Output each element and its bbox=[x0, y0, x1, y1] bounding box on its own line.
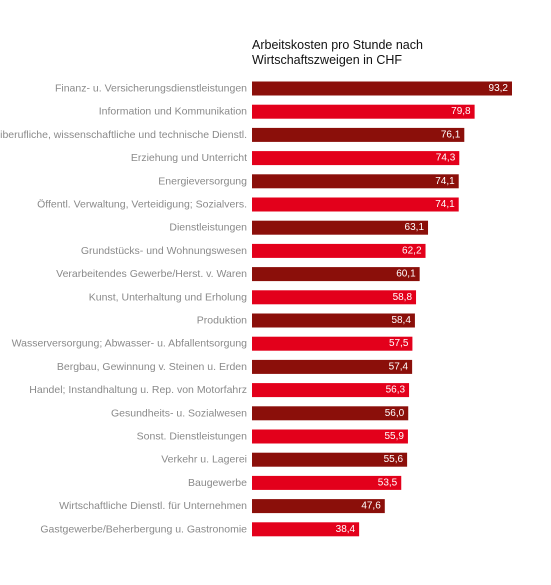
bar-row: Grundstücks- und Wohnungswesen 62,2 bbox=[81, 243, 426, 258]
category-label: Wirtschaftliche Dienstl. für Unternehmen bbox=[59, 500, 247, 512]
value-label: 53,5 bbox=[378, 477, 398, 488]
category-label: Wasserversorgung; Abwasser- u. Abfallent… bbox=[12, 338, 248, 350]
bar bbox=[252, 127, 465, 142]
bar-row: Öffentl. Verwaltung, Verteidigung; Sozia… bbox=[37, 197, 459, 212]
category-label: Gastgewerbe/Beherbergung u. Gastronomie bbox=[40, 523, 247, 535]
category-label: Handel; Instandhaltung u. Rep. von Motor… bbox=[29, 384, 247, 396]
bar-row: Freiberufliche, wissenschaftliche und te… bbox=[0, 127, 465, 142]
value-label: 60,1 bbox=[396, 269, 416, 280]
value-label: 93,2 bbox=[489, 83, 509, 94]
value-label: 58,4 bbox=[391, 315, 411, 326]
category-label: Sonst. Dienstleistungen bbox=[137, 431, 247, 443]
bar-row: Kunst, Unterhaltung und Erholung 58,8 bbox=[89, 290, 417, 305]
value-label: 57,5 bbox=[389, 338, 409, 349]
category-label: Öffentl. Verwaltung, Verteidigung; Sozia… bbox=[37, 199, 247, 211]
bar-row: Gesundheits- u. Sozialwesen 56,0 bbox=[111, 406, 409, 421]
value-label: 79,8 bbox=[451, 106, 471, 117]
bar bbox=[252, 406, 409, 421]
bar bbox=[252, 151, 460, 166]
bar bbox=[252, 243, 426, 258]
category-label: Kunst, Unterhaltung und Erholung bbox=[89, 291, 247, 303]
bar bbox=[252, 336, 413, 351]
category-label: Verkehr u. Lagerei bbox=[161, 454, 247, 466]
bar-row: Gastgewerbe/Beherbergung u. Gastronomie 3… bbox=[40, 522, 360, 537]
bar bbox=[252, 197, 459, 212]
bar-row: Verkehr u. Lagerei 55,6 bbox=[161, 452, 408, 467]
category-label: Finanz- u. Versicherungsdienstleistungen bbox=[55, 83, 247, 95]
bar bbox=[252, 290, 417, 305]
category-label: Erziehung und Unterricht bbox=[131, 152, 247, 164]
bar bbox=[252, 220, 429, 235]
bar bbox=[252, 174, 459, 189]
category-label: Bergbau, Gewinnung v. Steinen u. Erden bbox=[57, 361, 247, 373]
bar bbox=[252, 452, 408, 467]
value-label: 74,1 bbox=[435, 199, 455, 210]
category-label: Energieversorgung bbox=[158, 175, 247, 187]
bar bbox=[252, 81, 512, 96]
category-label: Freiberufliche, wissenschaftliche und te… bbox=[0, 129, 247, 141]
bar-row: Handel; Instandhaltung u. Rep. von Motor… bbox=[29, 383, 410, 398]
bar bbox=[252, 267, 420, 282]
bar bbox=[252, 383, 410, 398]
chart-title-line-2: Wirtschaftszweigen in CHF bbox=[252, 53, 403, 67]
bar bbox=[252, 104, 475, 119]
value-label: 62,2 bbox=[402, 245, 422, 256]
bar-row: Wirtschaftliche Dienstl. für Unternehmen… bbox=[59, 499, 385, 514]
category-label: Gesundheits- u. Sozialwesen bbox=[111, 407, 247, 419]
bar bbox=[252, 522, 360, 537]
bar-row: Produktion 58,4 bbox=[197, 313, 415, 328]
value-label: 47,6 bbox=[361, 501, 381, 512]
category-label: Information und Kommunikation bbox=[99, 106, 247, 118]
bar bbox=[252, 313, 415, 328]
bar bbox=[252, 429, 408, 444]
value-label: 63,1 bbox=[405, 222, 425, 233]
category-label: Verarbeitendes Gewerbe/Herst. v. Waren bbox=[56, 268, 247, 280]
category-label: Produktion bbox=[197, 315, 247, 327]
bars-group: Finanz- u. Versicherungsdienstleistungen… bbox=[0, 81, 512, 537]
bar bbox=[252, 499, 385, 514]
bar-row: Verarbeitendes Gewerbe/Herst. v. Waren 60… bbox=[56, 267, 420, 282]
value-label: 74,1 bbox=[435, 176, 455, 187]
value-label: 57,4 bbox=[389, 361, 409, 372]
value-label: 55,6 bbox=[384, 454, 404, 465]
bar bbox=[252, 475, 402, 490]
value-label: 55,9 bbox=[384, 431, 404, 442]
bar-row: Energieversorgung 74,1 bbox=[158, 174, 459, 189]
bar bbox=[252, 359, 413, 374]
value-label: 56,3 bbox=[386, 385, 406, 396]
bar-row: Erziehung und Unterricht 74,3 bbox=[131, 151, 460, 166]
value-label: 58,8 bbox=[393, 292, 413, 303]
value-label: 56,0 bbox=[385, 408, 405, 419]
chart-title-line-1: Arbeitskosten pro Stunde nach bbox=[252, 38, 423, 52]
bar-row: Finanz- u. Versicherungsdienstleistungen… bbox=[55, 81, 512, 96]
value-label: 38,4 bbox=[336, 524, 356, 535]
bar-row: Wasserversorgung; Abwasser- u. Abfallent… bbox=[12, 336, 413, 351]
bar-row: Dienstleistungen 63,1 bbox=[169, 220, 429, 235]
category-label: Grundstücks- und Wohnungswesen bbox=[81, 245, 247, 257]
chart-title: Arbeitskosten pro Stunde nach Wirtschaft… bbox=[252, 38, 532, 68]
bar-row: Bergbau, Gewinnung v. Steinen u. Erden 57… bbox=[57, 359, 413, 374]
bar-row: Sonst. Dienstleistungen 55,9 bbox=[137, 429, 408, 444]
bar-row: Information und Kommunikation 79,8 bbox=[99, 104, 475, 119]
value-label: 76,1 bbox=[441, 129, 461, 140]
bar-row: Baugewerbe 53,5 bbox=[188, 475, 402, 490]
category-label: Baugewerbe bbox=[188, 477, 247, 489]
category-label: Dienstleistungen bbox=[169, 222, 247, 234]
value-label: 74,3 bbox=[436, 153, 456, 164]
